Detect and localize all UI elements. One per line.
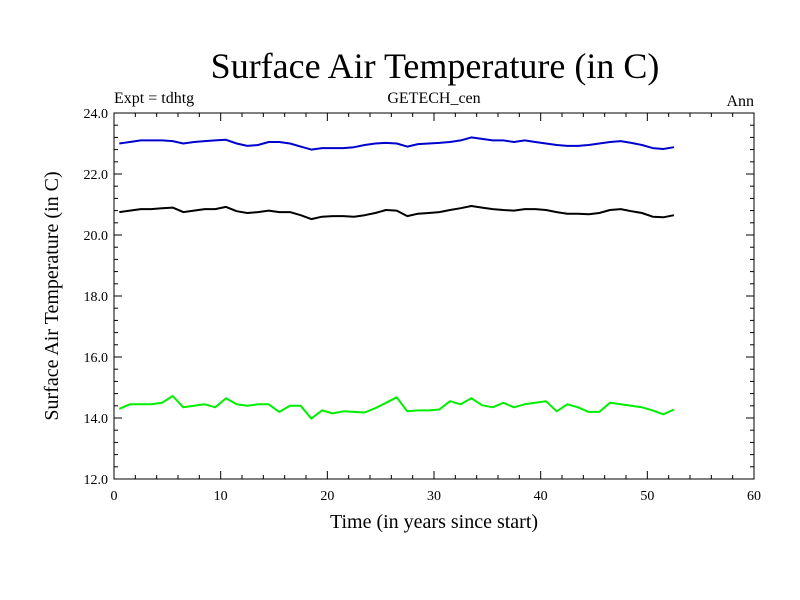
y-tick-label: 12.0: [84, 473, 109, 488]
series-line-green: [118, 395, 675, 420]
series-layer: [118, 136, 675, 420]
subtitle-right: Ann: [726, 93, 754, 110]
series-line-black: [119, 205, 675, 221]
series-line-blue: [119, 136, 675, 151]
x-tick-label: 20: [320, 489, 334, 504]
y-tick-label: 18.0: [84, 290, 109, 305]
y-tick-label: 16.0: [84, 351, 109, 366]
y-tick-label: 24.0: [84, 107, 109, 122]
x-tick-label: 60: [747, 489, 761, 504]
x-tick-label: 30: [427, 489, 441, 504]
x-tick-label: 0: [111, 489, 118, 504]
subtitle-center: GETECH_cen: [387, 90, 480, 107]
subtitle-left: Expt = tdhtg: [114, 90, 194, 107]
x-axis-label: Time (in years since start): [330, 511, 538, 533]
y-axis-label: Surface Air Temperature (in C): [41, 171, 63, 420]
y-tick-label: 22.0: [84, 168, 109, 183]
x-tick-label: 10: [214, 489, 228, 504]
ticks-layer: 0 10 20 30 40 50 60 12.0 14.0 16.0 18.0 20.0 22.0 24.…: [84, 107, 762, 504]
y-tick-label: 14.0: [84, 412, 109, 427]
plot-frame: [113, 112, 755, 480]
x-tick-label: 50: [640, 489, 654, 504]
x-tick-label: 40: [534, 489, 548, 504]
y-tick-label: 20.0: [84, 229, 109, 244]
chart-title: Surface Air Temperature (in C): [211, 46, 660, 86]
